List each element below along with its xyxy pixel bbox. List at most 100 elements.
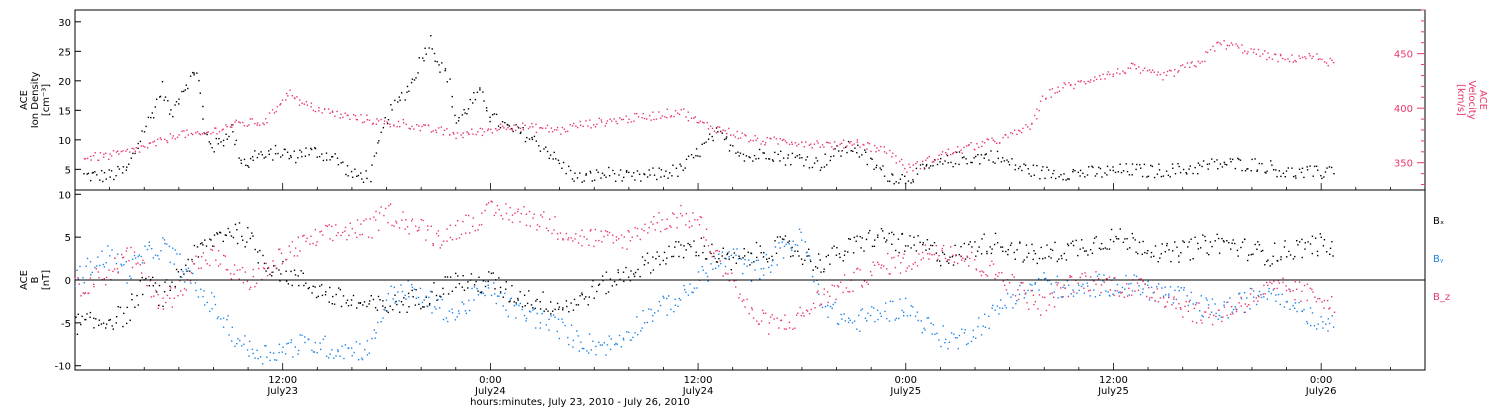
top-series-0-point-640 [1285, 170, 1288, 172]
bottom-series-1-point-83 [217, 316, 220, 318]
bottom-series-1-point-337 [658, 300, 660, 303]
top-series-0-point-263 [561, 167, 563, 169]
bottom-series-0-point-169 [368, 303, 370, 305]
bottom-series-2-point-614 [1137, 289, 1140, 292]
bottom-series-0-point-178 [382, 305, 384, 307]
bottom-series-0-point-526 [986, 250, 988, 253]
bottom-series-1-point-204 [428, 296, 430, 298]
top-series-1-point-479 [1002, 136, 1004, 139]
bottom-series-2-point-576 [1070, 276, 1073, 278]
bottom-series-0-point-181 [387, 311, 389, 314]
bottom-series-0-point-570 [1061, 257, 1063, 260]
bottom-series-2-point-442 [840, 281, 842, 283]
bottom-series-1-point-96 [241, 345, 243, 347]
top-series-1-point-292 [642, 112, 644, 115]
bottom-series-1-point-434 [827, 304, 829, 307]
bottom-series-0-point-484 [913, 236, 915, 238]
top-series-0-point-291 [615, 180, 617, 182]
top-series-1-point-128 [327, 108, 330, 110]
bottom-series-0-point-184 [394, 294, 396, 296]
bottom-series-2-point-486 [916, 265, 919, 267]
bottom-series-1-point-526 [984, 326, 987, 328]
top-series-1-point-31 [142, 145, 144, 147]
bottom-series-0-point-206 [431, 291, 433, 293]
bottom-series-2-point-646 [1193, 307, 1196, 310]
bottom-series-1-point-459 [869, 314, 872, 317]
bottom-series-2-point-202 [425, 239, 427, 241]
top-series-0-point-7 [96, 174, 98, 176]
top-series-0-point-60 [193, 72, 195, 74]
bottom-series-0-point-113 [271, 275, 273, 277]
bottom-series-0-point-186 [396, 303, 398, 306]
bottom-series-2-point-208 [435, 232, 438, 235]
bottom-series-2-point-191 [405, 219, 407, 221]
bottom-series-0-point-496 [933, 242, 936, 244]
bottom-series-0-point-142 [321, 284, 323, 286]
bottom-series-2-point-266 [536, 229, 538, 231]
top-series-0-point-360 [748, 156, 750, 158]
bottom-series-1-point-270 [541, 312, 543, 315]
top-series-0-point-631 [1270, 160, 1272, 162]
bottom-series-2-point-426 [812, 302, 815, 305]
top-series-1-point-395 [840, 142, 843, 144]
top-series-1-point-522 [1083, 81, 1085, 83]
bottom-series-0-point-182 [389, 305, 391, 307]
bottom-series-2-point-93 [236, 269, 238, 271]
top-series-1-point-27 [134, 150, 136, 152]
bottom-series-2-point-228 [469, 232, 471, 234]
bottom-series-2-point-85 [223, 254, 225, 257]
bottom-series-0-point-285 [568, 311, 570, 313]
top-series-0-point-317 [665, 170, 667, 172]
top-series-0-point-45 [167, 100, 169, 102]
top-series-1-point-509 [1057, 86, 1059, 88]
bottom-series-0-point-17 [105, 327, 107, 329]
top-series-0-point-24 [128, 163, 130, 165]
bottom-series-1-point-87 [226, 319, 228, 321]
bottom-series-0-point-347 [675, 241, 677, 243]
top-series-1-point-601 [1235, 43, 1237, 45]
bottom-series-0-point-18 [105, 323, 108, 325]
top-series-0-point-217 [474, 98, 477, 101]
top-series-0-point-198 [441, 62, 443, 64]
bottom-series-0-point-506 [951, 256, 954, 258]
bottom-series-1-point-359 [696, 287, 698, 289]
top-series-1-point-455 [954, 151, 957, 153]
bottom-series-2-point-145 [326, 225, 328, 227]
bottom-series-1-point-217 [451, 308, 453, 310]
bottom-series-0-point-707 [1299, 241, 1301, 243]
bottom-series-1-point-492 [926, 317, 928, 319]
bottom-series-0-point-501 [942, 251, 944, 254]
bottom-series-1-point-566 [1055, 281, 1057, 284]
bottom-series-1-point-229 [471, 287, 473, 290]
top-series-0-point-662 [1328, 166, 1331, 168]
top-series-1-point-542 [1122, 70, 1124, 72]
top-series-1-point-136 [342, 116, 344, 119]
top-series-1-point-26 [133, 148, 135, 150]
bottom-series-0-point-215 [446, 276, 449, 278]
bottom-series-0-point-633 [1170, 260, 1172, 263]
bottom-series-0-point-500 [940, 264, 942, 267]
bottom-series-1-point-545 [1018, 293, 1021, 296]
bottom-series-0-point-507 [952, 264, 955, 266]
bottom-series-2-point-76 [206, 263, 208, 265]
bottom-series-2-point-400 [768, 333, 770, 335]
top-series-1-point-646 [1321, 58, 1323, 61]
bottom-series-1-point-501 [942, 325, 944, 327]
top-series-0-point-613 [1234, 167, 1237, 170]
x-tick-date-5: July26 [1305, 386, 1337, 397]
bottom-series-0-point-561 [1046, 244, 1048, 246]
top-series-1-point-394 [839, 143, 841, 145]
top-series-1-point-170 [408, 127, 410, 129]
top-series-0-point-542 [1098, 166, 1100, 169]
bottom-series-1-point-322 [632, 336, 634, 339]
bottom-series-0-point-212 [442, 287, 444, 290]
top-series-0-point-484 [985, 153, 987, 155]
top-series-1-point-171 [409, 128, 411, 130]
bottom-series-1-point-2 [77, 278, 80, 280]
bottom-series-0-point-70 [196, 246, 199, 248]
top-series-0-point-206 [455, 122, 458, 124]
bottom-series-2-point-366 [707, 245, 710, 247]
bottom-series-0-point-175 [377, 295, 380, 298]
top-series-0-point-655 [1315, 165, 1318, 167]
top-series-1-point-605 [1242, 52, 1244, 54]
